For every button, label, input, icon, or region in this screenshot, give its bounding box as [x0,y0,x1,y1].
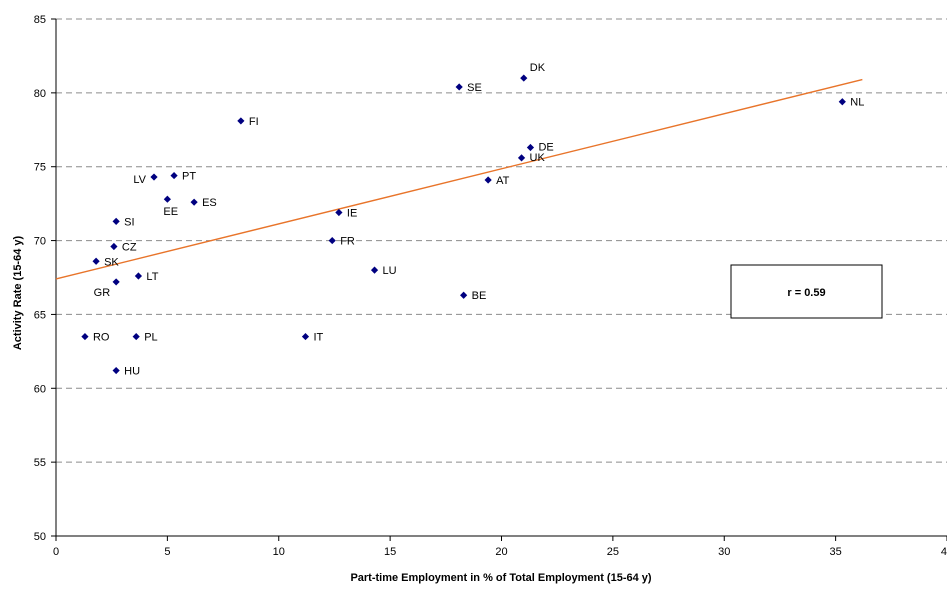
x-tick-label: 20 [495,546,507,558]
point-label-cz: CZ [122,241,137,253]
data-point-at [484,176,492,184]
data-point-hu [112,366,120,375]
x-tick-label: 5 [164,546,170,558]
point-label-fr: FR [340,236,355,248]
data-point-be [460,291,468,299]
point-label-be: BE [472,290,487,302]
correlation-box [730,264,883,319]
data-point-ro [81,332,89,341]
correlation-text: r = 0.59 [787,287,825,299]
point-label-lv: LV [133,174,146,186]
data-point-it [301,332,310,341]
point-label-dk: DK [530,62,546,74]
point-label-pt: PT [182,171,196,183]
y-tick-label: 85 [34,14,46,26]
correlation-annotation: r = 0.59 [730,264,883,319]
point-label-nl: NL [850,97,864,109]
data-point-pt [170,171,178,180]
point-label-es: ES [202,197,217,209]
data-point-se [455,83,463,91]
y-tick-label: 55 [34,457,46,469]
data-point-lt [134,272,143,280]
y-axis-title: Activity Rate (15-64 y) [12,236,24,351]
point-label-sk: SK [104,256,119,268]
point-label-se: SE [467,82,482,94]
data-point-ie [335,208,343,217]
point-label-uk: UK [530,152,546,164]
y-tick-label: 70 [34,236,46,248]
x-tick-label: 25 [607,546,619,558]
data-point-uk [517,154,526,162]
axes [51,18,947,541]
point-label-ro: RO [93,332,110,344]
x-tick-label: 15 [384,546,396,558]
x-axis-title: Part-time Employment in % of Total Emplo… [350,572,651,584]
point-label-at: AT [496,175,510,187]
point-label-hu: HU [124,366,140,378]
data-point-cz [110,242,118,251]
data-point-fi [237,117,245,125]
data-point-pl [132,332,140,341]
x-tick-label: 35 [830,546,842,558]
y-tick-label: 65 [34,309,46,321]
data-point-si [112,217,120,225]
data-point-fr [328,236,336,245]
data-point-gr [112,278,120,286]
data-point-sk [92,257,100,265]
data-point-lu [370,266,379,274]
x-tick-label: 30 [718,546,730,558]
data-point-dk [520,74,528,82]
point-label-de: DE [538,142,553,154]
y-tick-label: 75 [34,162,46,174]
point-label-ee: EE [163,206,178,218]
y-tick-label: 60 [34,383,46,395]
point-label-gr: GR [94,287,111,299]
data-points [81,74,846,375]
tick-labels: 50 55 60 65 70 75 80 85 0 5 10 15 20 25 30 35 40 [34,14,947,558]
x-tick-label: 10 [273,546,285,558]
data-point-nl [838,98,846,106]
point-label-ie: IE [347,208,357,220]
y-tick-label: 80 [34,88,46,100]
data-point-es [190,198,198,206]
point-label-lu: LU [383,265,397,277]
point-label-pl: PL [144,332,157,344]
trendline [55,78,863,280]
y-tick-label: 50 [34,531,46,543]
gridlines [56,18,947,463]
trendline-layer [55,78,863,280]
x-tick-label: 0 [53,546,59,558]
point-label-lt: LT [146,271,158,283]
data-point-lv [150,173,158,181]
point-label-si: SI [124,216,134,228]
x-tick-label: 40 [941,546,947,558]
data-point-de [526,143,535,152]
point-label-fi: FI [249,116,259,128]
point-label-it: IT [313,332,323,344]
data-point-ee [163,195,171,203]
